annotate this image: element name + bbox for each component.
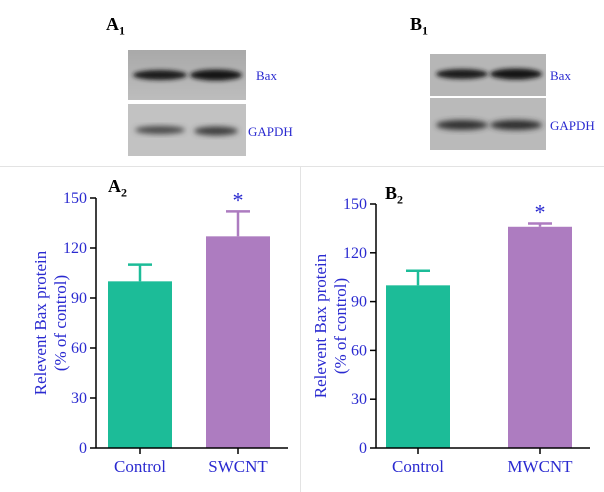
panel-label-b1: B1 [410,14,428,39]
chart-b2-category-label-0: Control [392,457,444,476]
chart-a2-y-tick-label-1: 30 [71,390,87,407]
chart-a2-y-tick-label-4: 120 [63,240,87,257]
chart-b2-y-tick-label-5: 150 [343,196,367,213]
chart-b2-bar-0 [386,285,450,448]
chart-a2-y-tick-label-5: 150 [63,190,87,207]
chart-b2-significance-1: * [535,200,546,225]
panel-label-a1: A1 [106,14,125,39]
blot-a-bax-label: Bax [256,68,277,83]
panel-b2-letter: B [385,183,398,203]
panel-divider [0,166,604,167]
chart-a2-category-label-1: SWCNT [208,457,268,476]
chart-b2-y-tick-label-1: 30 [351,391,367,408]
panel-a2-sub: 2 [121,185,127,200]
panel-b2-sub: 2 [397,192,404,207]
chart-a2-y-axis-label-line-0: Relevent Bax protein [31,250,50,395]
chart-a2-bar-1 [206,236,270,448]
chart-b2-y-axis-label-line-1: (% of control) [331,278,350,374]
blot-b-bax [430,54,546,96]
chart-a2-y-axis-label: Relevent Bax protein(% of control) [31,250,70,395]
blot-b-gapdh-image [430,98,546,150]
chart-b2-category-label-1: MWCNT [507,457,573,476]
panel-a2-letter: A [108,176,121,196]
chart-b2-y-axis-label-line-0: Relevent Bax protein [311,253,330,398]
chart-a2-bar-0 [108,281,172,448]
panel-a1-sub: 1 [119,23,125,38]
chart-a2-y-tick-label-3: 90 [71,290,87,307]
chart-b2-y-tick-label-4: 120 [343,245,367,262]
blot-b-gapdh [430,98,546,150]
blot-a-bax-image [128,50,246,100]
chart-b2-y-tick-label-3: 90 [351,294,367,311]
blot-a-bax [128,50,246,100]
chart-a2-y-tick-label-2: 60 [71,340,87,357]
chart-b2-bar-1 [508,226,572,448]
chart-a2-significance-1: * [233,187,244,212]
panel-divider-vertical [300,166,301,492]
blot-b-bax-label: Bax [550,68,571,83]
chart-b2-y-tick-label-0: 0 [359,440,367,457]
blot-b-bax-image [430,54,546,96]
chart-a2-y-axis-label-line-1: (% of control) [51,275,70,371]
panel-label-a2: A2 [108,176,127,201]
chart-b2-y-tick-label-2: 60 [351,342,367,359]
blot-b-gapdh-label: GAPDH [550,118,595,133]
chart-a2-category-label-0: Control [114,457,166,476]
chart-a2-y-tick-label-0: 0 [79,440,87,457]
blot-a-gapdh-label: GAPDH [248,124,293,139]
chart-b2-y-axis-label: Relevent Bax protein(% of control) [311,253,350,398]
panel-label-b2: B2 [385,183,403,208]
blot-a-gapdh [128,104,246,156]
blot-a-gapdh-image [128,104,246,156]
panel-b1-letter: B [410,14,423,34]
panel-b1-sub: 1 [422,23,429,38]
panel-a1-letter: A [106,14,119,34]
